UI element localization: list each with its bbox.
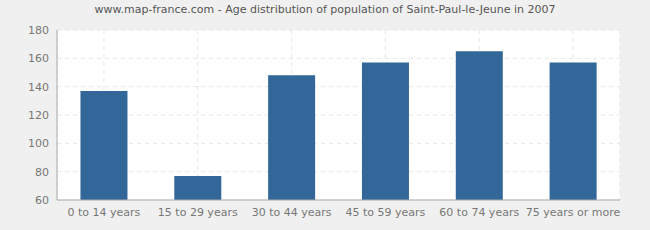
svg-text:120: 120 (28, 109, 49, 122)
html-text:www.map-france.com - Age distr: www.map-france.com - Age distribution of… (94, 3, 556, 16)
svg-text:60 to 74 years: 60 to 74 years (439, 206, 519, 219)
svg-text:60: 60 (35, 194, 49, 207)
svg-text:45 to 59 years: 45 to 59 years (346, 206, 426, 219)
svg-text:140: 140 (28, 81, 49, 94)
svg-text:180: 180 (28, 24, 49, 37)
svg-text:15 to 29 years: 15 to 29 years (158, 206, 238, 219)
svg-text:75 years or more: 75 years or more (526, 206, 621, 219)
svg-text:0 to 14 years: 0 to 14 years (68, 206, 141, 219)
svg-text:100: 100 (28, 137, 49, 150)
svg-text:160: 160 (28, 52, 49, 65)
svg-text:80: 80 (35, 166, 49, 179)
svg-text:30 to 44 years: 30 to 44 years (252, 206, 332, 219)
